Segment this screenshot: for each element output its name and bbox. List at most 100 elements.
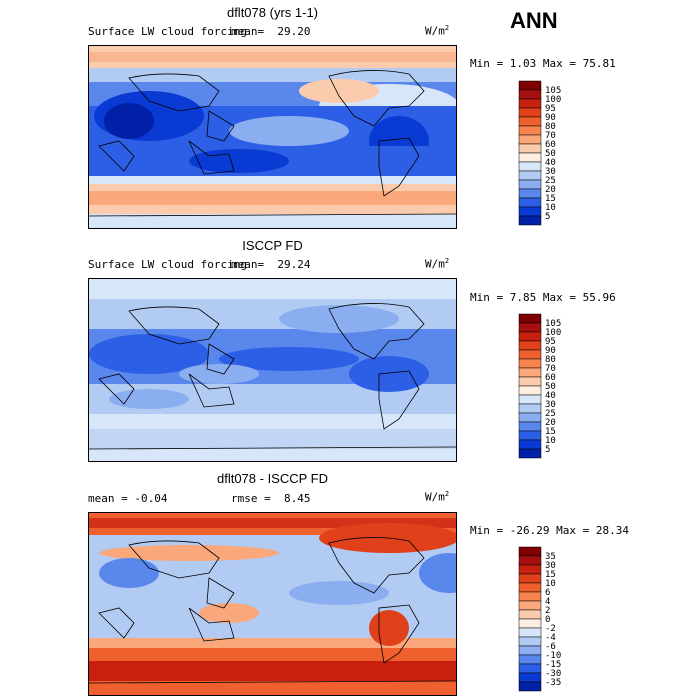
colorbar-tick-label: 30 xyxy=(545,167,556,177)
colorbar-swatch xyxy=(518,439,542,450)
colorbar-tick-label: -15 xyxy=(545,660,561,670)
panel2-map xyxy=(88,278,457,462)
colorbar-swatch xyxy=(518,116,542,127)
colorbar-tick-label: 30 xyxy=(545,400,556,410)
panel1-title: dflt078 (yrs 1-1) xyxy=(226,5,319,20)
colorbar-tick-label: -10 xyxy=(545,651,561,661)
colorbar-swatch xyxy=(518,403,542,414)
colorbar-swatch xyxy=(518,349,542,360)
colorbar-swatch xyxy=(518,340,542,351)
colorbar-tick-label: -6 xyxy=(545,642,556,652)
colorbar-swatch xyxy=(518,107,542,118)
panel3-rmse-label: rmse = 8.45 xyxy=(231,492,311,505)
colorbar-swatch xyxy=(518,358,542,369)
colorbar-swatch xyxy=(518,564,542,575)
panel1-map xyxy=(88,45,457,229)
panel1-mean-label: mean= 29.20 xyxy=(231,25,311,38)
colorbar-swatch xyxy=(518,582,542,593)
colorbar-swatch xyxy=(518,546,542,557)
colorbar-swatch xyxy=(518,98,542,109)
colorbar-swatch xyxy=(518,89,542,100)
colorbar-swatch xyxy=(518,672,542,683)
colorbar-swatch xyxy=(518,412,542,423)
colorbar-swatch xyxy=(518,313,542,324)
colorbar-tick-label: 95 xyxy=(545,104,556,114)
panel2-variable-label: Surface LW cloud forcing xyxy=(88,258,247,271)
colorbar-swatch xyxy=(518,161,542,172)
colorbar-tick-label: 105 xyxy=(545,319,561,329)
colorbar-tick-label: 80 xyxy=(545,122,556,132)
colorbar-tick-label: 10 xyxy=(545,579,556,589)
colorbar-tick-label: 40 xyxy=(545,391,556,401)
colorbar-tick-label: 50 xyxy=(545,382,556,392)
colorbar-swatch xyxy=(518,394,542,405)
colorbar-swatch xyxy=(518,179,542,190)
colorbar-tick-label: 4 xyxy=(545,597,550,607)
colorbar-tick-label: -30 xyxy=(545,669,561,679)
colorbar-tick-label: 70 xyxy=(545,364,556,374)
colorbar-swatch xyxy=(518,215,542,226)
panel3-units: W/m2 xyxy=(425,490,450,504)
panel3-title: dflt078 - ISCCP FD xyxy=(216,471,329,486)
colorbar-tick-label: 70 xyxy=(545,131,556,141)
colorbar-swatch xyxy=(518,331,542,342)
colorbar-swatch xyxy=(518,80,542,91)
colorbar-tick-label: 90 xyxy=(545,346,556,356)
colorbar-swatch xyxy=(518,170,542,181)
colorbar-swatch xyxy=(518,125,542,136)
colorbar-swatch xyxy=(518,188,542,199)
panel3-map xyxy=(88,512,457,696)
colorbar-tick-label: 100 xyxy=(545,328,561,338)
colorbar-tick-label: -2 xyxy=(545,624,556,634)
colorbar-swatch xyxy=(518,555,542,566)
colorbar-swatch xyxy=(518,609,542,620)
colorbar-tick-label: 25 xyxy=(545,409,556,419)
colorbar-tick-label: 40 xyxy=(545,158,556,168)
colorbar-tick-label: 0 xyxy=(545,615,550,625)
colorbar-tick-label: 15 xyxy=(545,427,556,437)
panel2-colorbar: 105 100 95 90 80 70 60 50 40 30 25 20 15 10 5 xyxy=(518,313,589,460)
colorbar-swatch xyxy=(518,448,542,459)
colorbar-tick-label: 6 xyxy=(545,588,550,598)
colorbar-tick-label: 10 xyxy=(545,203,556,213)
panel1-colorbar: 105 100 95 90 80 70 60 50 40 30 25 20 15 10 5 xyxy=(518,80,589,227)
colorbar-swatch xyxy=(518,636,542,647)
colorbar-swatch xyxy=(518,654,542,665)
colorbar-tick-label: 50 xyxy=(545,149,556,159)
colorbar-swatch xyxy=(518,322,542,333)
colorbar-tick-label: 60 xyxy=(545,373,556,383)
colorbar-swatch xyxy=(518,573,542,584)
panel3-colorbar: 35 30 15 10 6 4 2 0 -2 -4 -6 -10 -15 -30 -35 xyxy=(518,546,589,693)
colorbar-tick-label: 90 xyxy=(545,113,556,123)
panel1-variable-label: Surface LW cloud forcing xyxy=(88,25,247,38)
colorbar-tick-label: 60 xyxy=(545,140,556,150)
panel3-mean-label: mean = -0.04 xyxy=(88,492,168,505)
panel1-units: W/m2 xyxy=(425,24,450,38)
panel2-mean-label: mean= 29.24 xyxy=(231,258,311,271)
colorbar-swatch xyxy=(518,376,542,387)
colorbar-tick-label: 20 xyxy=(545,185,556,195)
colorbar-tick-label: 15 xyxy=(545,194,556,204)
colorbar-tick-label: 15 xyxy=(545,570,556,580)
colorbar-tick-label: 5 xyxy=(545,212,550,222)
colorbar-swatch xyxy=(518,681,542,692)
colorbar-swatch xyxy=(518,152,542,163)
colorbar-tick-label: 30 xyxy=(545,561,556,571)
season-label: ANN xyxy=(510,8,558,33)
colorbar-swatch xyxy=(518,197,542,208)
colorbar-tick-label: 20 xyxy=(545,418,556,428)
colorbar-swatch xyxy=(518,591,542,602)
colorbar-swatch xyxy=(518,663,542,674)
colorbar-tick-label: 10 xyxy=(545,436,556,446)
panel3-minmax: Min = -26.29 Max = 28.34 xyxy=(470,524,629,537)
panel2-title: ISCCP FD xyxy=(242,238,303,253)
colorbar-swatch xyxy=(518,430,542,441)
colorbar-swatch xyxy=(518,206,542,217)
colorbar-tick-label: 95 xyxy=(545,337,556,347)
colorbar-swatch xyxy=(518,143,542,154)
colorbar-tick-label: -35 xyxy=(545,678,561,688)
colorbar-tick-label: 80 xyxy=(545,355,556,365)
